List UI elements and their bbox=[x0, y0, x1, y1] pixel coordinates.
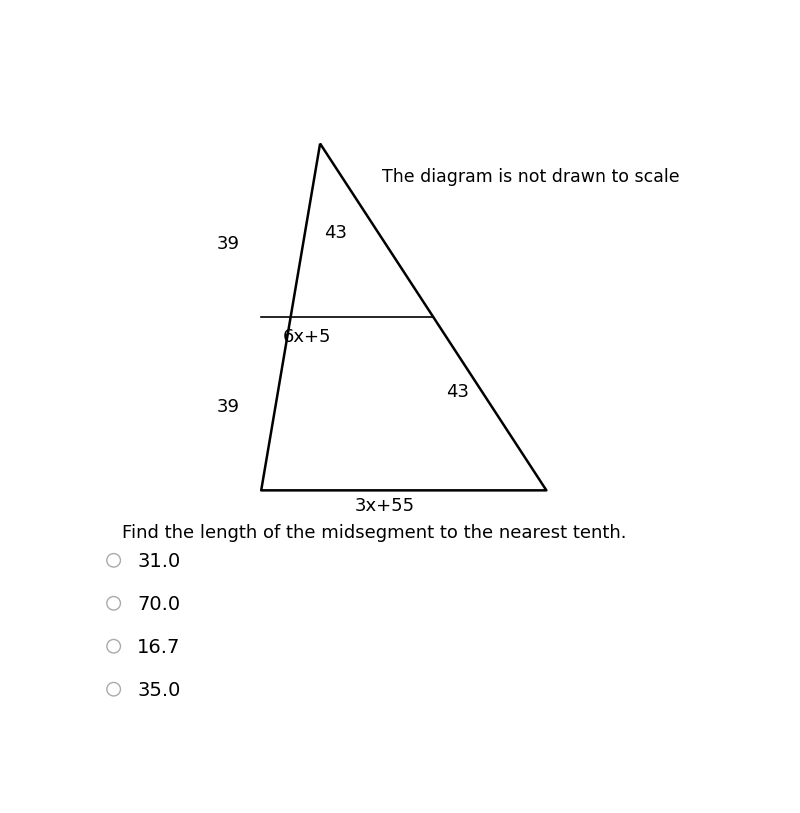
Text: 43: 43 bbox=[446, 383, 469, 401]
Text: The diagram is not drawn to scale: The diagram is not drawn to scale bbox=[382, 168, 680, 186]
Text: 3x+55: 3x+55 bbox=[355, 497, 415, 515]
Text: 39: 39 bbox=[217, 235, 239, 253]
Text: 70.0: 70.0 bbox=[138, 595, 180, 615]
Text: 16.7: 16.7 bbox=[138, 638, 181, 657]
Text: 39: 39 bbox=[217, 398, 239, 416]
Text: Find the length of the midsegment to the nearest tenth.: Find the length of the midsegment to the… bbox=[122, 524, 626, 542]
Text: 31.0: 31.0 bbox=[138, 552, 181, 572]
Text: 6x+5: 6x+5 bbox=[283, 328, 331, 346]
Text: 35.0: 35.0 bbox=[138, 681, 181, 700]
Text: 43: 43 bbox=[325, 224, 347, 241]
